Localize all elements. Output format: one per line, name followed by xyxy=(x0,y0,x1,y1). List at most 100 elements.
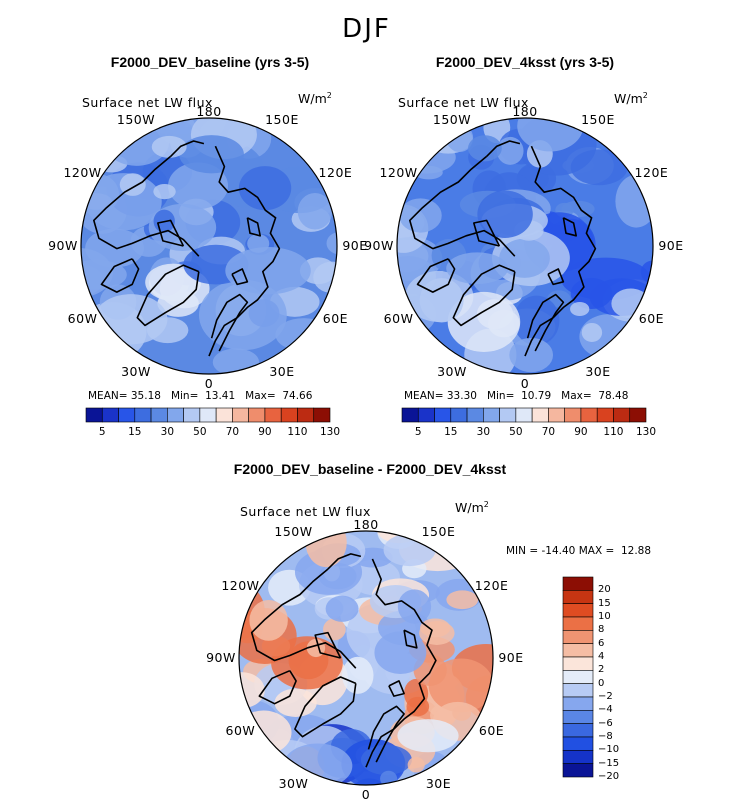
lon-label-150w: 150W xyxy=(432,111,472,127)
field-patch xyxy=(496,282,523,305)
coastline xyxy=(93,155,200,257)
colorbar-cell xyxy=(580,407,598,423)
colorbar-tick-label: −8 xyxy=(598,731,613,742)
coastline xyxy=(210,293,249,352)
colorbar-tick-label: 8 xyxy=(598,624,605,636)
colorbar-cell xyxy=(499,407,517,423)
colorbar-tick-label: 110 xyxy=(287,426,308,438)
colorbar-tick-label: 70 xyxy=(225,426,240,438)
colorbar-tick-label: −15 xyxy=(598,757,620,769)
coastline xyxy=(258,669,297,705)
colorbar-cell xyxy=(562,736,594,751)
field-patch xyxy=(374,631,427,675)
lon-label-90w: 90W xyxy=(48,238,78,253)
field-patch xyxy=(323,618,346,641)
colorbar-tick-label: 130 xyxy=(635,426,657,438)
field-patch xyxy=(340,597,396,634)
field-patch xyxy=(561,257,651,301)
field-patch xyxy=(498,128,543,165)
field-patch xyxy=(323,563,341,582)
field-patch xyxy=(369,585,422,619)
field-patch xyxy=(446,124,474,153)
field-patch xyxy=(404,677,462,730)
field-patch xyxy=(431,238,467,273)
field-patch xyxy=(159,268,210,309)
lon-label-0: 0 xyxy=(361,787,371,802)
field-patch xyxy=(149,257,185,296)
field-patch xyxy=(151,135,187,158)
coastline xyxy=(486,140,521,157)
field-patch xyxy=(261,635,291,657)
field-patch xyxy=(432,701,483,741)
map-border xyxy=(238,530,494,786)
field-patch xyxy=(85,173,162,231)
field-patch xyxy=(263,714,340,766)
field-patch xyxy=(402,559,427,579)
colorbar-tick-label: 15 xyxy=(128,426,142,438)
field-patch xyxy=(341,739,406,785)
coastline xyxy=(231,268,249,286)
coastline xyxy=(327,553,362,570)
field-patch xyxy=(359,595,414,626)
field-patch xyxy=(103,222,174,256)
field-patch xyxy=(225,180,268,208)
colorbar-cell xyxy=(483,407,500,423)
field-patch xyxy=(407,757,425,773)
panel2-stats: MEAN= 33.30 Min= 10.79 Max= 78.48 xyxy=(404,390,629,402)
panel1-title: F2000_DEV_baseline (yrs 3-5) xyxy=(110,54,310,70)
coastline xyxy=(403,629,418,649)
field-patch xyxy=(99,284,137,320)
field-patch xyxy=(198,279,287,351)
field-patch xyxy=(465,675,493,720)
coastline xyxy=(416,258,456,293)
field-patch xyxy=(496,136,524,165)
colorbar-cell xyxy=(562,656,594,671)
field-patch xyxy=(257,739,318,778)
colorbar-tick-label: 6 xyxy=(598,637,605,649)
field-patch xyxy=(397,207,425,239)
panel1-stats: MEAN= 35.18 Min= 13.41 Max= 74.66 xyxy=(88,390,313,402)
field-patch xyxy=(81,259,127,290)
colorbar-cell xyxy=(562,683,594,698)
field-patch xyxy=(314,547,338,559)
field-patch xyxy=(239,584,265,639)
field-patch xyxy=(348,739,404,785)
panel2-units: W/m2 xyxy=(614,91,648,107)
field-patch xyxy=(459,190,516,219)
field-patch xyxy=(119,173,146,196)
colorbar-tick-label: −20 xyxy=(598,771,620,782)
field-patch xyxy=(377,531,421,544)
field-patch xyxy=(247,234,270,253)
field-patch xyxy=(385,660,411,684)
field-patch xyxy=(268,569,311,606)
colorbar-cell xyxy=(150,407,168,423)
colorbar-tick-label: 50 xyxy=(193,426,207,438)
field-patch xyxy=(148,265,190,301)
field-patch xyxy=(423,673,465,719)
field-patch xyxy=(397,589,432,624)
field-patch xyxy=(371,578,430,612)
colorbar-cell xyxy=(564,407,582,423)
colorbar-tick-label: 130 xyxy=(319,426,341,438)
coastline xyxy=(367,705,405,763)
map-border xyxy=(396,117,654,375)
field-patch xyxy=(468,144,495,170)
coastline xyxy=(314,631,342,659)
polar-map-3 xyxy=(238,530,494,786)
field-patch xyxy=(395,580,440,604)
field-patch xyxy=(516,165,549,192)
lon-label-90w: 90W xyxy=(364,238,394,253)
field-patch xyxy=(317,737,368,779)
field-patch xyxy=(142,151,193,193)
field-patch xyxy=(254,663,308,706)
field-patch xyxy=(106,162,170,217)
colorbar-cell xyxy=(562,616,594,631)
field-patch xyxy=(464,328,517,374)
lon-label-120e: 120E xyxy=(474,577,509,593)
lon-label-90e: 90E xyxy=(498,650,524,665)
colorbar-cell xyxy=(466,407,484,423)
field-patch xyxy=(169,239,193,269)
field-patch xyxy=(302,744,322,768)
field-patch xyxy=(199,118,255,152)
field-patch xyxy=(243,658,279,684)
